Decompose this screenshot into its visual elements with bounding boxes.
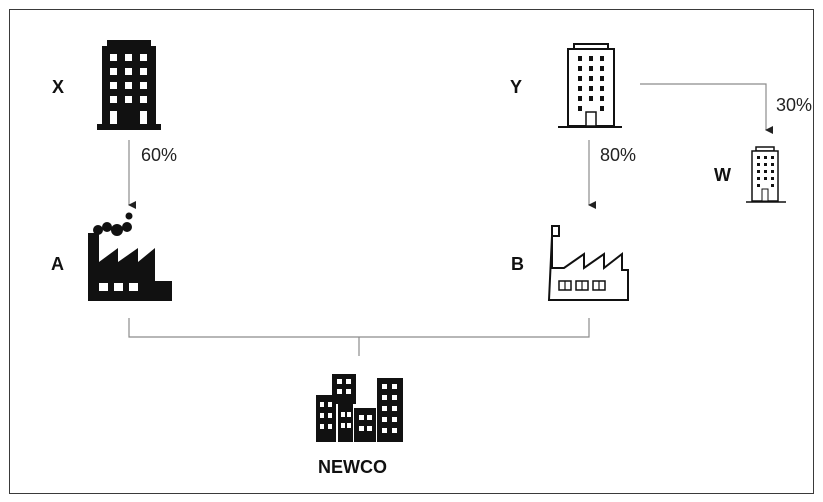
office-building-outline-icon xyxy=(558,43,622,128)
node-label-b: B xyxy=(511,254,524,274)
node-label-x: X xyxy=(52,77,65,97)
office-building-outline-icon xyxy=(746,146,786,203)
office-building-solid-icon xyxy=(97,40,161,130)
diagram-frame xyxy=(9,9,814,494)
edge-label-x-to-a: 60% xyxy=(141,145,178,165)
edge-y-to-w xyxy=(640,83,773,134)
edge-label-y-to-b: 80% xyxy=(600,145,637,165)
city-buildings-icon xyxy=(316,374,403,442)
node-label-a: A xyxy=(51,254,64,274)
node-label-newco: NEWCO xyxy=(318,457,387,477)
merge-bracket xyxy=(128,318,590,356)
node-label-y: Y xyxy=(510,77,523,97)
factory-solid-icon xyxy=(88,212,172,301)
edge-label-y-to-w: 30% xyxy=(776,95,813,115)
node-label-w: W xyxy=(714,165,731,185)
factory-outline-icon xyxy=(547,225,629,301)
